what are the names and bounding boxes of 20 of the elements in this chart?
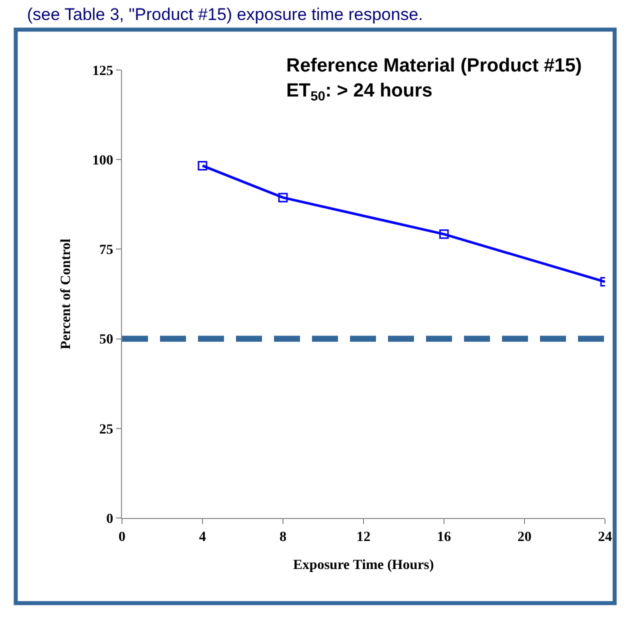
x-tick-label: 24 bbox=[598, 530, 612, 545]
point bbox=[278, 192, 288, 202]
x-tick-label: 0 bbox=[118, 530, 126, 545]
chart-title: Reference Material (Product #15) ET$_{50}$: > 24 hours bbox=[286, 56, 582, 104]
point bbox=[439, 229, 449, 239]
x-tick-label: 20 bbox=[518, 530, 532, 545]
y-tick-label: 50 bbox=[99, 332, 114, 348]
y-tick-label: 0 bbox=[106, 512, 114, 527]
point bbox=[198, 160, 208, 170]
x-axis-title: Exposure Time (Hours) bbox=[293, 558, 434, 574]
y-tick-label: 100 bbox=[92, 154, 114, 168]
x-tick-label: 4 bbox=[199, 530, 206, 545]
x-tick-label: 16 bbox=[437, 530, 451, 545]
x-tick-label: 12 bbox=[356, 530, 370, 545]
y-tick-label: 125 bbox=[92, 64, 114, 79]
y-axis-title: Percent of Control bbox=[58, 238, 74, 350]
x-tick-label: 8 bbox=[280, 530, 286, 545]
y-tick-label: 25 bbox=[99, 422, 114, 438]
y-tick-label: 75 bbox=[99, 243, 114, 258]
text: (see Table 3, "Product #15) exposure time response. bbox=[27, 5, 423, 24]
